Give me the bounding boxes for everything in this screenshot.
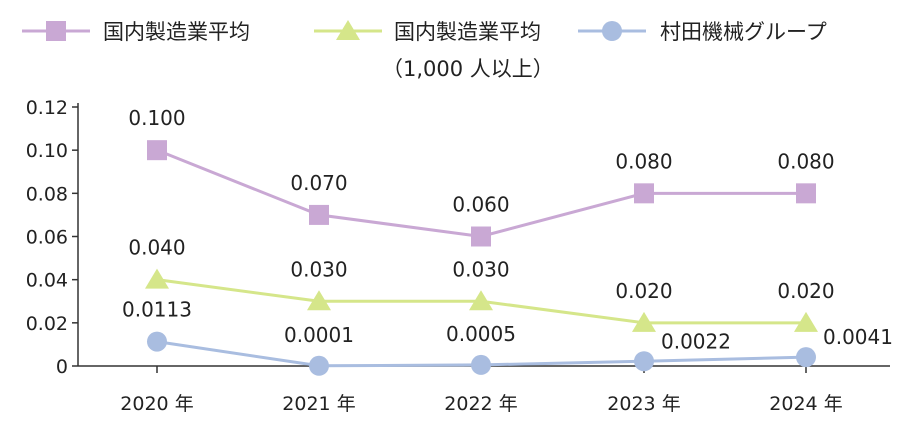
data-label: 0.0113 bbox=[122, 298, 192, 322]
data-label: 0.0022 bbox=[661, 329, 731, 353]
data-point-triangle bbox=[469, 290, 493, 311]
legend-item-2: 村田機械グループ bbox=[578, 20, 827, 44]
data-point-circle bbox=[796, 347, 816, 368]
legend: 国内製造業平均 国内製造業平均 （1,000 人以上） 村田機械グループ bbox=[22, 20, 827, 81]
series-1: 0.040 0.030 0.030 0.020 0.020 bbox=[128, 236, 835, 332]
y-tick-label: 0.02 bbox=[26, 313, 68, 335]
data-label: 0.0005 bbox=[446, 322, 516, 346]
data-point-square bbox=[147, 140, 167, 161]
data-label: 0.060 bbox=[452, 193, 509, 217]
data-point-circle bbox=[147, 331, 167, 352]
data-label: 0.080 bbox=[777, 149, 834, 173]
data-point-circle bbox=[471, 354, 491, 375]
series-2: 0.0113 0.0001 0.0005 0.0022 0.0041 bbox=[122, 298, 893, 376]
legend-label-line2: （1,000 人以上） bbox=[382, 57, 554, 81]
legend-label: 国内製造業平均 bbox=[394, 20, 541, 44]
legend-label: 村田機械グループ bbox=[660, 20, 827, 44]
data-label: 0.030 bbox=[452, 257, 509, 281]
axes: 0 0.02 0.04 0.06 0.08 0.10 0.12 2020 年 2021 年 202… bbox=[26, 97, 890, 415]
data-label: 0.020 bbox=[615, 279, 672, 303]
data-label: 0.070 bbox=[290, 171, 347, 195]
legend-label: 国内製造業平均 bbox=[103, 20, 250, 44]
legend-swatch-circle bbox=[602, 21, 622, 41]
data-point-triangle bbox=[307, 290, 331, 311]
y-tick-label: 0 bbox=[56, 356, 68, 378]
data-point-triangle bbox=[632, 311, 656, 332]
data-point-triangle bbox=[145, 268, 169, 289]
y-tick-label: 0.04 bbox=[26, 270, 68, 292]
x-tick-label: 2023 年 bbox=[607, 393, 680, 415]
y-tick-label: 0.06 bbox=[26, 227, 68, 249]
legend-swatch-triangle bbox=[336, 20, 360, 40]
x-tick-label: 2020 年 bbox=[120, 393, 193, 415]
data-point-square bbox=[634, 183, 654, 204]
data-point-triangle bbox=[794, 311, 818, 332]
data-point-circle bbox=[634, 351, 654, 372]
y-tick-label: 0.08 bbox=[26, 183, 68, 205]
legend-item-1: 国内製造業平均 （1,000 人以上） bbox=[314, 20, 554, 81]
series-layer: 0.0113 0.0001 0.0005 0.0022 0.0041 0.040 0.030… bbox=[122, 106, 893, 376]
data-label: 0.040 bbox=[128, 236, 185, 260]
data-point-square bbox=[471, 226, 491, 247]
data-label: 0.100 bbox=[128, 106, 185, 130]
data-label: 0.0041 bbox=[823, 325, 893, 349]
data-point-square bbox=[309, 204, 329, 225]
data-label: 0.020 bbox=[777, 279, 834, 303]
data-label: 0.0001 bbox=[284, 323, 354, 347]
data-point-circle bbox=[309, 355, 329, 376]
x-tick-label: 2022 年 bbox=[444, 393, 517, 415]
data-label: 0.080 bbox=[615, 149, 672, 173]
y-tick-label: 0.12 bbox=[26, 97, 68, 119]
legend-swatch-square bbox=[46, 21, 66, 41]
legend-item-0: 国内製造業平均 bbox=[22, 20, 250, 44]
series-0: 0.100 0.070 0.060 0.080 0.080 bbox=[128, 106, 835, 247]
data-label: 0.030 bbox=[290, 257, 347, 281]
x-tick-label: 2024 年 bbox=[769, 393, 842, 415]
x-tick-label: 2021 年 bbox=[282, 393, 355, 415]
y-tick-label: 0.10 bbox=[26, 140, 68, 162]
data-point-square bbox=[796, 183, 816, 204]
